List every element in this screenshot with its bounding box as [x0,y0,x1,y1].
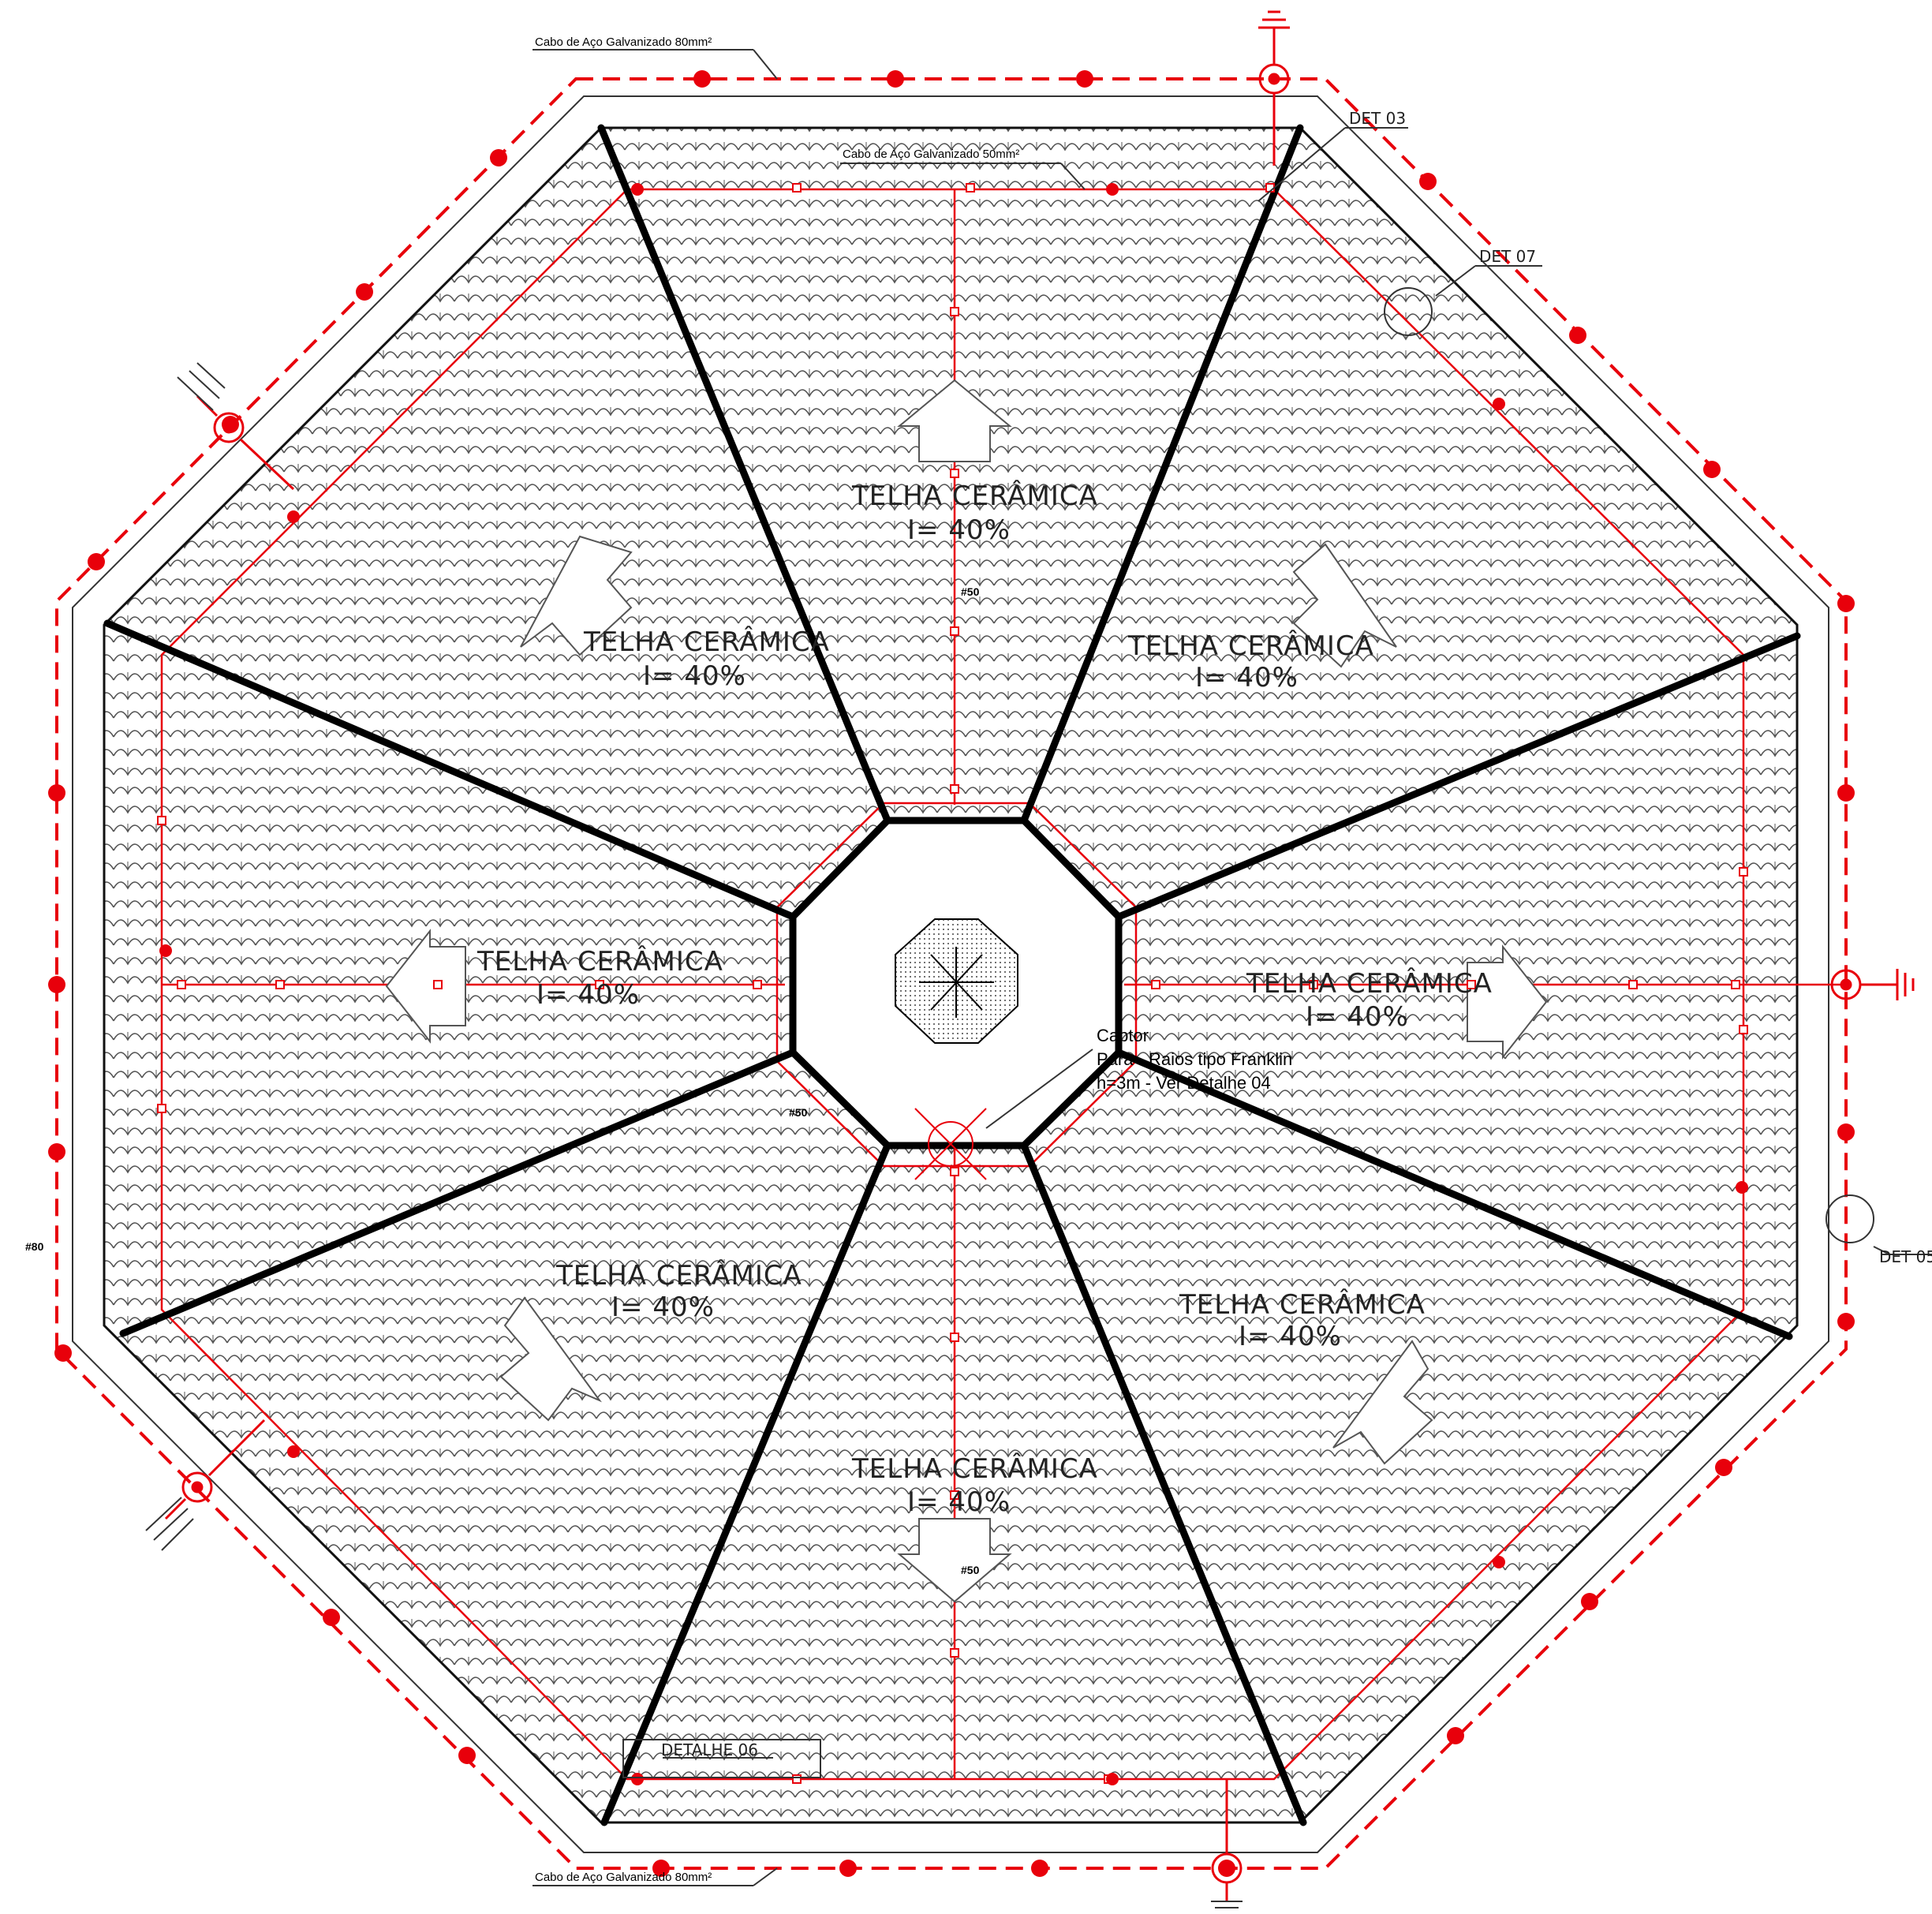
slope-arrow-nw [520,535,633,656]
wire-size-50-top: #50 [961,585,980,598]
panel-title-e: TELHA CERÂMICA [1246,967,1493,1000]
outer-terminals [48,70,1855,1877]
panel-slope-s: I= 40% [907,1486,1011,1518]
panel-title-nw: TELHA CERÂMICA [583,626,830,658]
outer-perimeter-cable [55,77,1848,1870]
wire-size-50-bottom: #50 [961,1564,980,1576]
slope-arrow-e [1467,944,1548,1060]
wire-size-50-center: #50 [789,1106,808,1119]
hip-ridges [103,124,1801,1826]
inner-perimeter-cable [160,188,1745,1781]
slope-arrow-sw [499,1296,602,1422]
captor-note-line2: Para - Raios tipo Franklin [1097,1049,1292,1069]
cable-label-outer-top: Cabo de Aço Galvanizado 80mm² [535,36,712,49]
panel-title-s: TELHA CERÂMICA [851,1452,1098,1485]
cable-label-inner-top: Cabo de Aço Galvanizado 50mm² [843,148,1019,161]
slope-arrow-se [1332,1340,1433,1465]
detalhe06-label: DETALHE 06 [661,1740,758,1759]
panel-slope-nw: I= 40% [643,660,746,692]
ground-symbols-black [145,362,1243,1908]
leader-lines [533,49,1932,1886]
det07-label: DET 07 [1479,247,1536,266]
det05-label: DET 05 [1879,1247,1932,1266]
panel-slope-n: I= 40% [907,514,1011,546]
wire-size-80: #80 [25,1240,44,1253]
captor-note-line3: h=3m - Ver Detalhe 04 [1097,1073,1271,1093]
captor-symbol [919,947,994,1018]
panel-slope-sw: I= 40% [611,1292,715,1323]
slope-arrows [385,379,1548,1603]
inner-junctions [159,183,1748,1785]
panel-title-ne: TELHA CERÂMICA [1127,630,1374,662]
slope-arrow-w [385,929,466,1044]
panel-slope-se: I= 40% [1239,1321,1342,1352]
panel-slope-ne: I= 40% [1195,662,1299,693]
cable-label-outer-bottom: Cabo de Aço Galvanizado 80mm² [535,1871,712,1884]
panel-slope-w: I= 40% [536,979,640,1011]
ground-electrodes [164,10,1915,1901]
det03-label: DET 03 [1349,109,1406,128]
captor-bottom-marker [914,1108,987,1180]
panel-title-sw: TELHA CERÂMICA [555,1259,802,1292]
captor-note-line1: Captor [1097,1026,1149,1045]
panel-slope-e: I= 40% [1306,1001,1409,1033]
slope-arrow-n [897,379,1012,462]
panel-title-se: TELHA CERÂMICA [1179,1288,1426,1321]
panel-title-n: TELHA CERÂMICA [851,480,1098,512]
slope-arrow-s [897,1518,1012,1603]
slope-arrow-ne [1292,543,1397,668]
panel-title-w: TELHA CERÂMICA [476,945,723,978]
